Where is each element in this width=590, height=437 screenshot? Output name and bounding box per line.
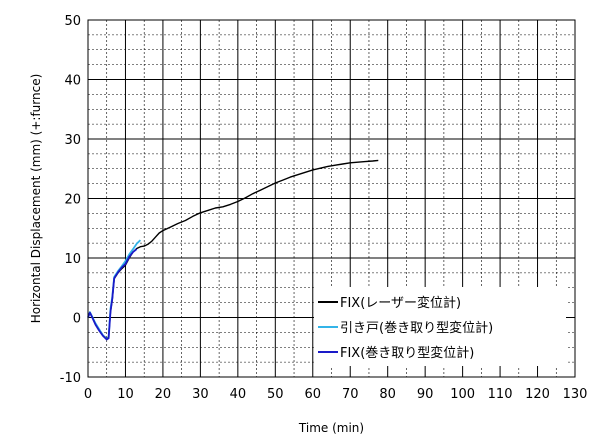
x-tick-label: 100 bbox=[450, 387, 475, 402]
x-tick-label: 120 bbox=[525, 387, 550, 402]
x-tick-label: 80 bbox=[379, 387, 396, 402]
x-tick-label: 20 bbox=[155, 387, 172, 402]
legend-label: FIX(レーザー変位計) bbox=[340, 295, 461, 311]
series-line-3 bbox=[87, 248, 138, 341]
y-tick-label: 20 bbox=[64, 193, 81, 208]
x-tick-label: 10 bbox=[117, 387, 134, 402]
plot-frame bbox=[87, 19, 576, 378]
x-tick-label: 50 bbox=[267, 387, 284, 402]
y-tick-label: 10 bbox=[64, 252, 81, 267]
x-axis-label: Time (min) bbox=[298, 421, 364, 435]
legend-background bbox=[314, 287, 566, 366]
x-tick-labels: 0 10 20 30 40 50 60 70 80 90 100 110 120 130 bbox=[84, 387, 588, 402]
x-tick-label: 40 bbox=[230, 387, 247, 402]
y-tick-label: 40 bbox=[64, 74, 81, 89]
y-tick-label: 30 bbox=[64, 133, 81, 148]
x-tick-label: 30 bbox=[192, 387, 209, 402]
x-tick-label: 110 bbox=[488, 387, 513, 402]
y-tick-labels: -10 0 10 20 30 40 50 bbox=[60, 14, 81, 386]
y-axis-label: Horizontal Displacement (mm) (+:furnce) bbox=[29, 74, 43, 324]
x-tick-label: 0 bbox=[84, 387, 92, 402]
legend-label: FIX(巻き取り型変位計) bbox=[340, 345, 474, 361]
legend: FIX(レーザー変位計) 引き戸(巻き取り型変位計) FIX(巻き取り型変位計) bbox=[314, 287, 566, 366]
x-tick-label: 60 bbox=[304, 387, 321, 402]
x-tick-label: 70 bbox=[342, 387, 359, 402]
y-tick-label: 0 bbox=[73, 312, 81, 327]
legend-label: 引き戸(巻き取り型変位計) bbox=[340, 320, 493, 336]
y-tick-label: -10 bbox=[60, 371, 81, 386]
x-tick-label: 130 bbox=[563, 387, 588, 402]
x-tick-label: 90 bbox=[417, 387, 434, 402]
y-tick-label: 50 bbox=[64, 14, 81, 29]
series-lines bbox=[87, 159, 379, 341]
